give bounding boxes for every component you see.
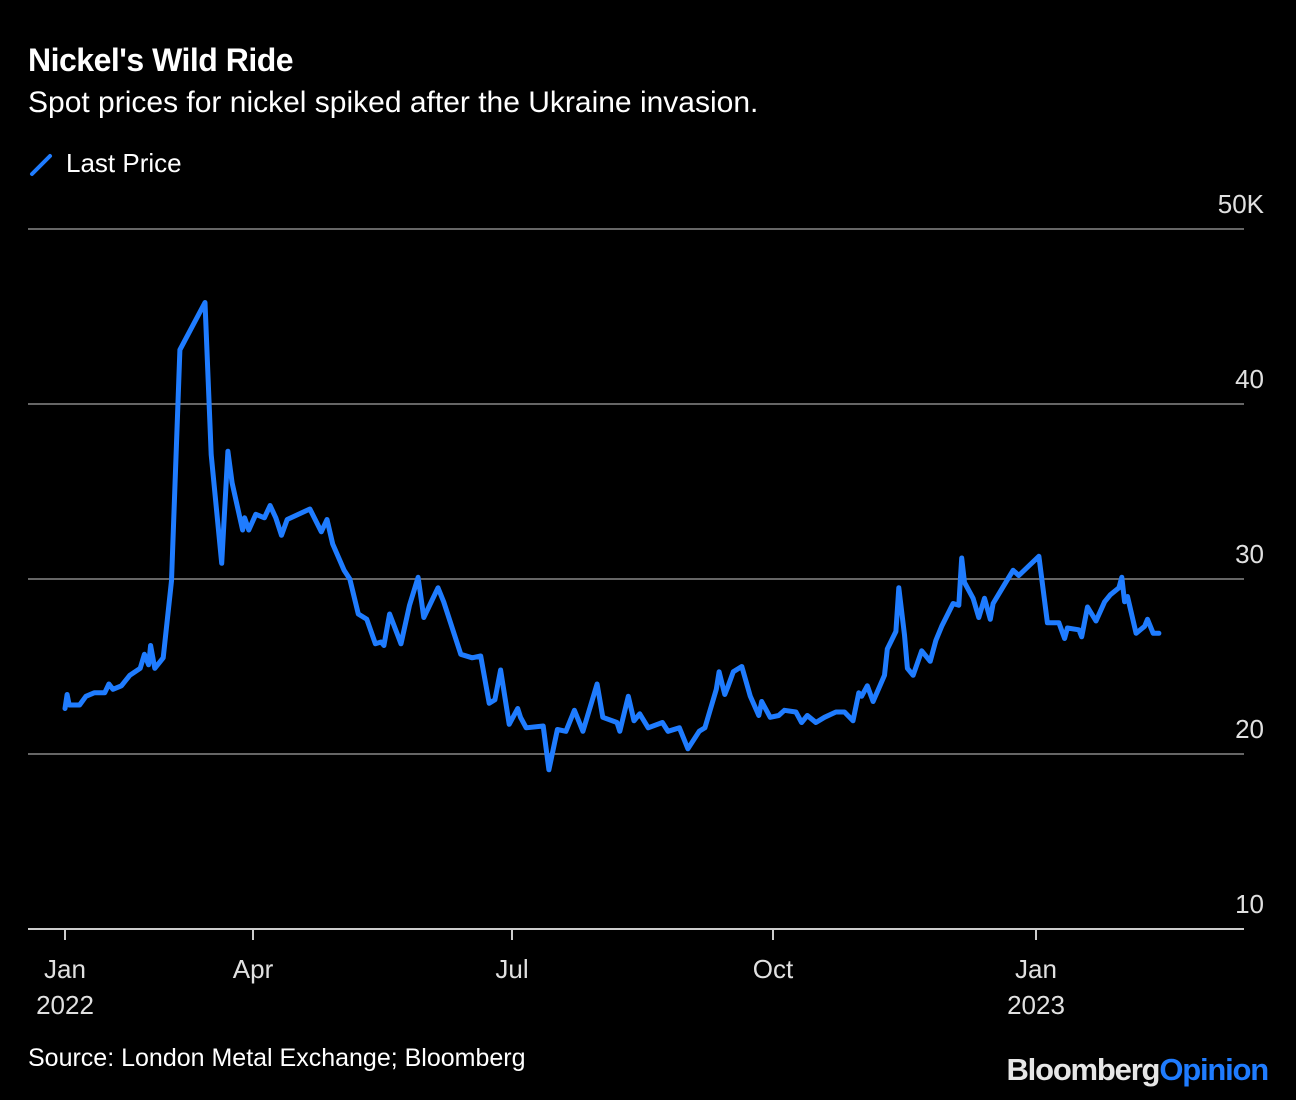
legend: Last Price [28,148,182,179]
y-tick-label: 10 [1235,889,1264,919]
y-tick-label: 20 [1235,714,1264,744]
series-line-last-price [62,300,1162,773]
legend-line-icon [30,153,52,176]
x-tick-label: Jul [495,954,528,984]
source-note: Source: London Metal Exchange; Bloomberg [28,1044,526,1072]
chart-subtitle: Spot prices for nickel spiked after the … [28,86,759,119]
y-tick-label: 50K [1218,189,1265,219]
y-tick-label: 40 [1235,364,1264,394]
x-tick-label: Jan [44,954,86,984]
x-tick-label: Apr [233,954,274,984]
y-tick-label: 30 [1235,539,1264,569]
bloomberg-opinion-logo: BloombergOpinion [1006,1052,1269,1087]
x-tick-year: 2022 [36,990,94,1020]
chart-title: Nickel's Wild Ride [28,42,294,78]
legend-label: Last Price [66,148,182,178]
x-tick-label: Jan [1015,954,1057,984]
x-tick-year: 2023 [1007,990,1065,1020]
x-tick-label: Oct [753,954,794,984]
